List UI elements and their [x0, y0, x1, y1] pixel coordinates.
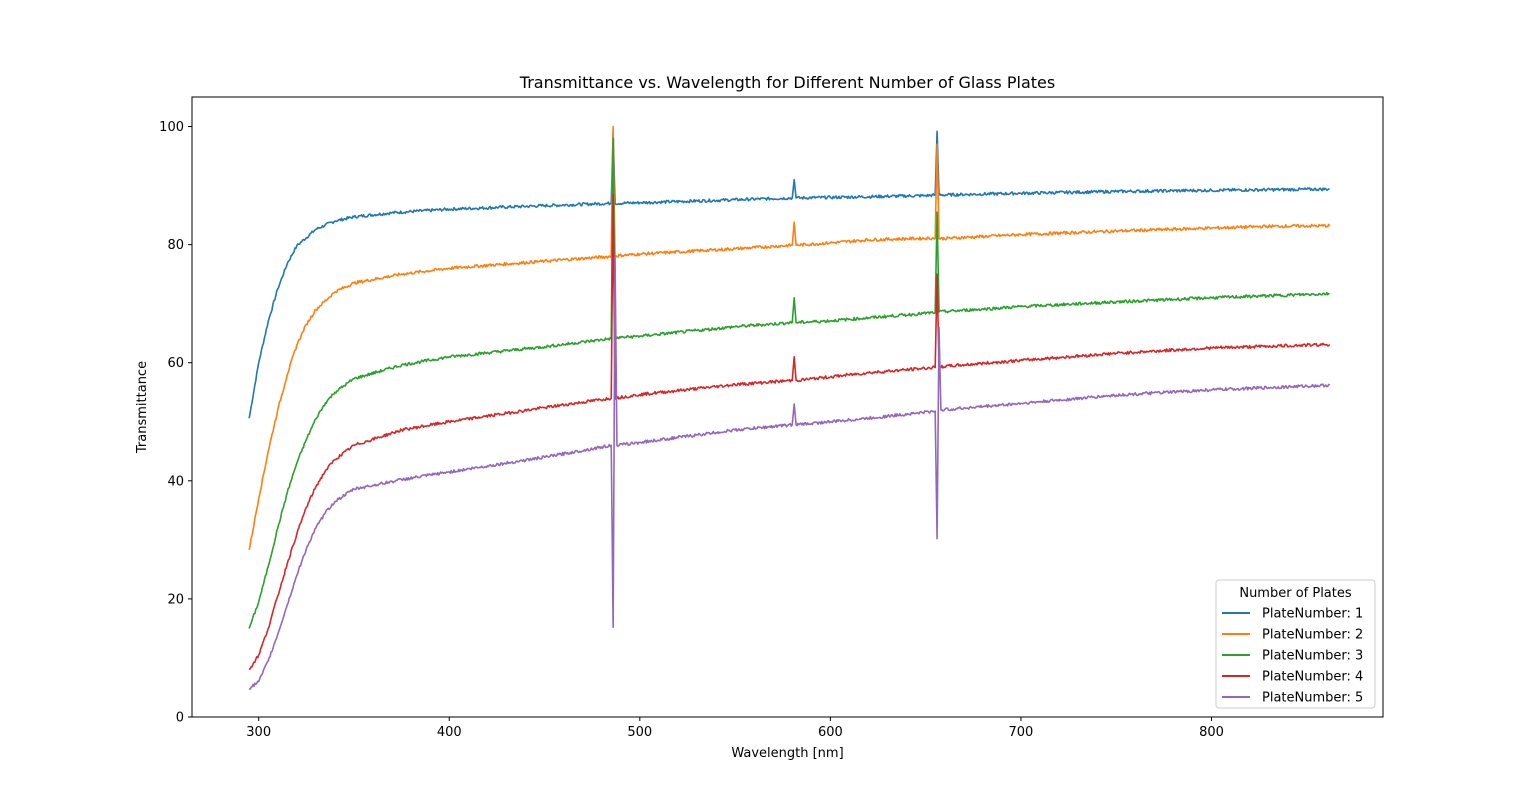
- x-tick-label: 500: [627, 725, 652, 740]
- series-line-4: [248, 193, 1331, 671]
- series-line-2: [248, 125, 1331, 551]
- legend-entry-label: PlateNumber: 1: [1262, 607, 1363, 622]
- legend-entry-label: PlateNumber: 5: [1262, 691, 1363, 706]
- x-tick-label: 700: [1009, 725, 1034, 740]
- legend-entry-label: PlateNumber: 3: [1262, 649, 1363, 664]
- y-tick-label: 100: [159, 120, 184, 135]
- x-axis-label: Wavelength [nm]: [731, 746, 843, 761]
- series-layer: [248, 125, 1331, 690]
- series-line-1: [248, 130, 1330, 419]
- x-tick-label: 600: [818, 725, 843, 740]
- x-axis-ticks: 300 400 500 600 700 800: [246, 717, 1224, 740]
- plot-frame: [191, 96, 1384, 718]
- series-line-5: [248, 255, 1331, 690]
- y-tick-label: 80: [167, 238, 184, 253]
- y-tick-label: 40: [167, 474, 184, 489]
- y-tick-label: 60: [167, 356, 184, 371]
- legend-items: PlateNumber: 1 PlateNumber: 2 PlateNumber:…: [1222, 607, 1363, 706]
- y-tick-label: 0: [176, 711, 184, 726]
- y-axis-label: Transmittance: [135, 361, 150, 454]
- legend-frame: [1215, 579, 1376, 709]
- legend: Number of Plates PlateNumber: 1PlateNumb…: [1215, 579, 1376, 709]
- x-tick-label: 300: [246, 725, 271, 740]
- x-tick-label: 800: [1199, 725, 1224, 740]
- series-line-3: [248, 137, 1330, 629]
- legend-entry-label: PlateNumber: 4: [1262, 670, 1363, 685]
- x-tick-label: 400: [437, 725, 462, 740]
- y-tick-label: 20: [167, 592, 184, 607]
- legend-title: Number of Plates: [1239, 586, 1352, 601]
- legend-entry-label: PlateNumber: 2: [1262, 628, 1363, 643]
- chart-title: Transmittance vs. Wavelength for Differe…: [519, 73, 1055, 92]
- y-axis-ticks: 0 20 40 60 80 100: [159, 120, 192, 726]
